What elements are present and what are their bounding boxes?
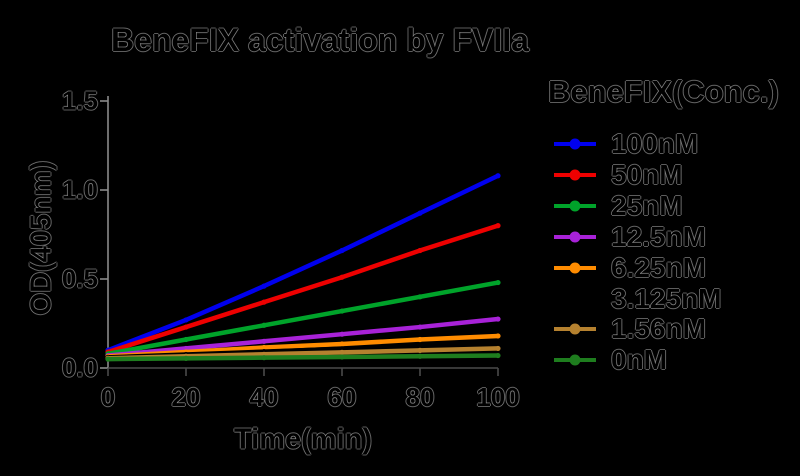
legend-item-6.25nM: 6.25nM (553, 252, 706, 283)
series-point-100nM (183, 317, 189, 323)
series-point-12.5nM (261, 338, 267, 344)
legend-title: BeneFIX(Conc.) (548, 74, 779, 109)
series-point-0nM (339, 354, 345, 360)
series-point-6.25nM (495, 333, 501, 339)
series-line-50nM (105, 223, 501, 355)
legend-label: 50nM (611, 158, 683, 190)
x-axis-label: Time(min) (233, 423, 373, 456)
series-point-1.56nM (495, 345, 501, 352)
series-point-50nM (183, 324, 189, 330)
legend-dot (569, 169, 581, 181)
legend-dot (569, 200, 581, 212)
legend-label: 1.56nM (611, 313, 706, 345)
series-point-12.5nM (417, 324, 423, 330)
legend-dot (569, 231, 581, 243)
legend-marker-icon (554, 262, 596, 274)
series-point-6.25nM (261, 344, 267, 351)
series-point-50nM (339, 274, 345, 280)
series-point-3.125nM (417, 343, 423, 349)
x-tick-label: 0 (100, 382, 116, 412)
legend-label: 25nM (611, 189, 683, 221)
series-point-6.25nM (417, 336, 423, 343)
series-point-25nM (183, 336, 189, 343)
legend-dot (569, 323, 581, 335)
x-tick-label: 20 (171, 382, 201, 412)
x-tick-label: 100 (476, 382, 520, 412)
legend-label: 6.25nM (611, 251, 706, 283)
series-point-3.125nM (495, 340, 501, 346)
legend-item-50nM: 50nM (553, 159, 683, 190)
legend-label: 12.5nM (611, 220, 706, 252)
x-tick-label: 80 (405, 382, 435, 412)
series-point-50nM (417, 247, 423, 254)
legend-label: 3.125nM (611, 282, 722, 314)
series-point-25nM (495, 279, 501, 286)
legend-dot (569, 354, 581, 366)
series-line-0nM (105, 353, 501, 362)
legend-marker-icon (554, 169, 596, 181)
series-point-1.56nM (417, 347, 423, 353)
series-point-100nM (495, 173, 501, 179)
series-point-100nM (339, 247, 345, 254)
legend-item-25nM: 25nM (553, 190, 683, 221)
series-point-100nM (261, 283, 267, 289)
x-tick-label: 60 (327, 382, 357, 412)
legend-item-0nM: 0nM (553, 344, 667, 375)
series-point-12.5nM (339, 331, 345, 337)
legend-marker-icon (554, 293, 596, 304)
series-point-12.5nM (495, 316, 501, 322)
x-tick-label: 40 (249, 382, 279, 412)
legend-dot (569, 138, 581, 150)
series-point-0nM (417, 353, 423, 359)
series-point-50nM (495, 223, 501, 229)
legend-marker-icon (554, 354, 596, 366)
legend-marker-icon (554, 200, 596, 212)
y-tick-label: 0.0 (61, 352, 98, 383)
legend-dot (569, 262, 581, 274)
legend-dot (569, 293, 581, 304)
series-point-25nM (339, 308, 345, 314)
legend-label: 0nM (611, 344, 667, 376)
series-point-0nM (495, 352, 501, 359)
legend-item-12.5nM: 12.5nM (553, 221, 706, 252)
chart-title: BeneFIX activation by FVIIa (111, 22, 529, 58)
series-line-100nM (105, 173, 501, 353)
y-tick-label: 1.0 (61, 174, 98, 205)
legend-marker-icon (554, 138, 596, 150)
series-point-0nM (183, 355, 189, 361)
legend-marker-icon (554, 323, 596, 335)
legend-item-1.56nM: 1.56nM (553, 313, 706, 344)
series-point-25nM (417, 294, 423, 300)
y-tick-label: 0.5 (61, 263, 98, 294)
series-point-0nM (261, 355, 267, 361)
series-point-100nM (417, 210, 423, 216)
legend-item-3.125nM: 3.125nM (553, 283, 722, 314)
series-line-25nM (105, 280, 501, 357)
series-point-50nM (261, 299, 267, 305)
legend-item-100nM: 100nM (553, 128, 698, 159)
series-line-12.5nM (105, 316, 501, 358)
series-point-6.25nM (339, 341, 345, 347)
legend-label: 100nM (611, 128, 699, 159)
series-point-1.56nM (339, 349, 345, 355)
y-tick-label: 1.5 (61, 85, 98, 116)
series-point-25nM (261, 322, 267, 328)
series-point-0nM (105, 356, 111, 362)
legend-marker-icon (554, 231, 596, 243)
